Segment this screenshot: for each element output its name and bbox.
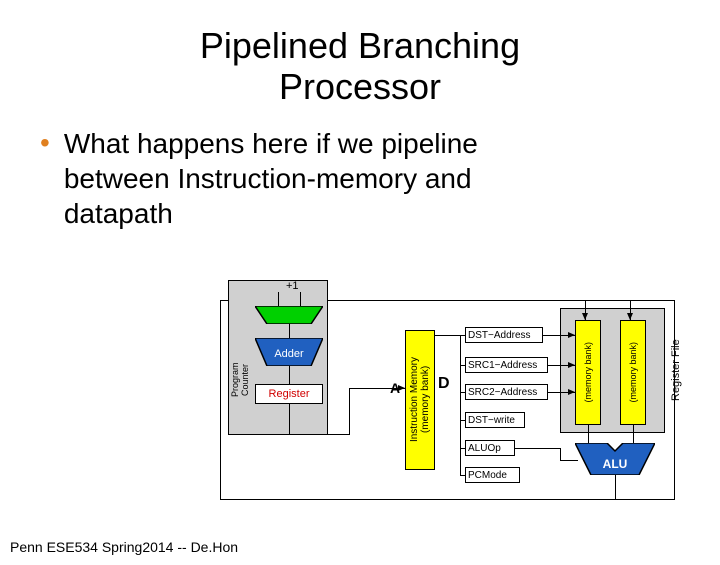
mem-bank-1-label: (memory bank) [583, 342, 593, 403]
wire [548, 365, 575, 366]
wire [615, 475, 616, 499]
footer-text: Penn ESE534 Spring2014 -- De.Hon [10, 539, 238, 555]
program-counter-label: ProgramCounter [230, 350, 250, 410]
aluop-label: ALUOp [468, 443, 501, 454]
wire [585, 300, 586, 320]
bullet-line-3: datapath [64, 198, 173, 229]
dst-write-label: DST−write [468, 415, 515, 426]
title-line-1: Pipelined Branching [200, 25, 520, 66]
wire [349, 388, 350, 435]
instr-mem-label: Instruction Memory(memory bank) [409, 357, 431, 442]
pcmode-label: PCMode [468, 470, 507, 481]
alu-text: ALU [603, 457, 628, 471]
plus-one-label: +1 [286, 280, 299, 292]
wire [300, 292, 301, 306]
dst-address-box: DST−Address [465, 327, 543, 343]
wire [633, 425, 634, 443]
mem-bank-2-label: (memory bank) [628, 342, 638, 403]
title-line-2: Processor [279, 66, 441, 107]
wire [460, 335, 461, 475]
bullet-line-1: What happens here if we pipeline [64, 128, 478, 159]
wire [630, 300, 631, 320]
wire [289, 404, 290, 434]
src2-address-label: SRC2−Address [468, 387, 537, 398]
adder-text: Adder [274, 348, 304, 360]
aluop-box: ALUOp [465, 440, 515, 456]
bullet-text: What happens here if we pipeline between… [64, 126, 478, 231]
slide-title: Pipelined Branching Processor [0, 25, 720, 108]
pcmode-box: PCMode [465, 467, 520, 483]
src2-address-box: SRC2−Address [465, 384, 548, 400]
wire [278, 292, 279, 306]
wire [543, 335, 575, 336]
wire [515, 448, 560, 449]
dst-write-box: DST−write [465, 412, 525, 428]
dst-address-label: DST−Address [468, 330, 531, 341]
wire [289, 324, 290, 338]
wire [548, 392, 575, 393]
d-label: D [438, 375, 450, 393]
instruction-memory: Instruction Memory(memory bank) [405, 330, 435, 470]
bullet-dot: • [40, 126, 50, 160]
adder-block: Adder [255, 338, 323, 366]
wire [560, 448, 561, 460]
wire [289, 434, 349, 435]
register-box: Register [255, 384, 323, 404]
memory-bank-1: (memory bank) [575, 320, 601, 425]
wire [435, 335, 460, 336]
processor-diagram: ProgramCounter +1 Adder Register Instruc… [180, 280, 690, 510]
src1-address-label: SRC1−Address [468, 360, 537, 371]
bullet-line-2: between Instruction-memory and [64, 163, 472, 194]
register-label: Register [269, 388, 310, 400]
register-file-label: Register File [670, 335, 682, 405]
alu-block: ALU [575, 443, 655, 475]
green-mux [255, 306, 323, 324]
memory-bank-2: (memory bank) [620, 320, 646, 425]
wire [588, 425, 589, 443]
wire [289, 366, 290, 384]
wire [560, 460, 578, 461]
src1-address-box: SRC1−Address [465, 357, 548, 373]
bullet-area: • What happens here if we pipeline betwe… [40, 126, 680, 231]
wire [349, 388, 405, 389]
